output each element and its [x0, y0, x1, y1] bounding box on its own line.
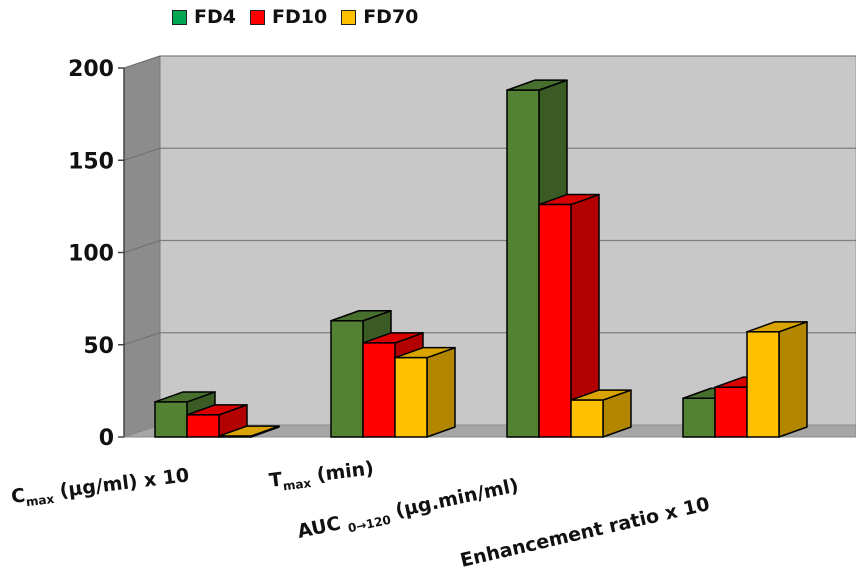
bar-front: [506, 89, 540, 438]
y-axis-ticks: 0 50 100 150 200: [68, 57, 125, 451]
legend-label-fd4: FD4: [194, 6, 236, 28]
y-tick-label-0: 0: [99, 426, 114, 451]
bar-fd70-2: [570, 389, 632, 438]
y-tick-label-50: 50: [83, 334, 114, 359]
bars: [154, 79, 808, 438]
x-axis-labels: Cmax (µg/ml) x 10 Tmax (min)AUC 0→120 (µg…: [10, 457, 712, 572]
legend-swatch-fd70: [341, 9, 357, 25]
bar-front: [218, 435, 252, 438]
y-tick-label-150: 150: [68, 149, 114, 174]
bar-front: [570, 399, 604, 438]
bar-front: [154, 401, 188, 438]
legend-item-fd4: FD4: [172, 6, 236, 28]
legend-item-fd10: FD10: [249, 6, 328, 28]
gridline-side-150: [123, 147, 161, 161]
bar-front: [330, 320, 364, 438]
x-label-2: AUC 0→120 (µg.min/ml): [295, 475, 521, 546]
bar-front: [186, 414, 220, 438]
legend-swatch-fd4: [172, 9, 187, 25]
gridline-side-50: [123, 332, 161, 346]
gridline-side-100: [123, 240, 161, 253]
bar-front: [538, 203, 572, 438]
bar-front: [714, 386, 748, 438]
bar-side: [778, 321, 808, 438]
y-tick-label-200: 200: [68, 57, 114, 82]
bar-fd10-2: [538, 193, 600, 438]
legend-label-fd70: FD70: [363, 6, 419, 28]
legend-swatch-fd10: [249, 9, 265, 25]
bar-front: [682, 397, 716, 438]
legend: FD4 FD10 FD70: [172, 6, 418, 28]
gridline-side-200: [123, 55, 161, 69]
bar-front: [746, 331, 780, 438]
bar-fd70-3: [746, 321, 808, 438]
x-label-3: Enhancement ratio x 10: [458, 493, 712, 572]
bar-fd70-1: [394, 346, 456, 438]
x-label-1: Tmax (min): [268, 457, 375, 495]
legend-label-fd10: FD10: [271, 6, 328, 28]
bar-side: [426, 346, 456, 438]
bar-front: [362, 342, 396, 438]
floor: [123, 424, 856, 438]
legend-item-fd70: FD70: [341, 6, 418, 28]
bar-fd70-0: [218, 425, 280, 438]
y-tick-label-100: 100: [68, 242, 114, 267]
x-label-0: Cmax (µg/ml) x 10: [10, 464, 191, 511]
bar-front: [394, 356, 428, 438]
